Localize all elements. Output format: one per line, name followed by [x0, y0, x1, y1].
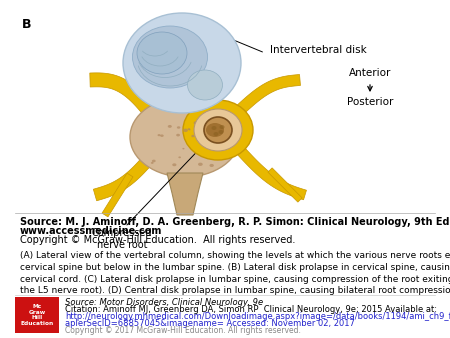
Bar: [15, 297, 59, 333]
Text: Source: Motor Disorders, Clinical Neurology, 9e: Source: Motor Disorders, Clinical Neurol…: [65, 298, 263, 307]
Ellipse shape: [203, 131, 205, 132]
Ellipse shape: [183, 128, 188, 132]
PathPatch shape: [102, 173, 133, 217]
Ellipse shape: [212, 126, 216, 130]
Ellipse shape: [158, 134, 161, 136]
PathPatch shape: [236, 74, 301, 114]
Ellipse shape: [172, 163, 176, 166]
Ellipse shape: [219, 130, 224, 134]
Ellipse shape: [178, 156, 181, 158]
Ellipse shape: [206, 123, 224, 137]
Ellipse shape: [191, 135, 195, 137]
Ellipse shape: [189, 129, 191, 130]
Text: aplerSecID=68857045&imagename= Accessed: November 02, 2017: aplerSecID=68857045&imagename= Accessed:…: [65, 319, 355, 328]
PathPatch shape: [93, 141, 165, 201]
Ellipse shape: [188, 70, 222, 100]
Ellipse shape: [220, 125, 225, 129]
Ellipse shape: [176, 134, 180, 137]
Ellipse shape: [188, 128, 190, 130]
Ellipse shape: [198, 163, 203, 166]
Ellipse shape: [209, 164, 214, 167]
Ellipse shape: [152, 160, 156, 162]
Text: Compressed
nerve root: Compressed nerve root: [92, 228, 152, 249]
PathPatch shape: [90, 73, 166, 129]
Ellipse shape: [132, 26, 207, 88]
Text: Mc
Graw
Hill
Education: Mc Graw Hill Education: [20, 305, 54, 325]
Text: Anterior: Anterior: [349, 68, 391, 78]
Text: Copyright © McGraw-Hill Education.  All rights reserved.: Copyright © McGraw-Hill Education. All r…: [20, 235, 295, 245]
Ellipse shape: [213, 132, 219, 136]
Text: http://neurology.mhmedical.com/Downloadimage.aspx?image=/data/books/1194/ami_ch9: http://neurology.mhmedical.com/Downloadi…: [65, 312, 450, 321]
Ellipse shape: [123, 13, 241, 113]
Ellipse shape: [194, 121, 198, 125]
Ellipse shape: [182, 148, 184, 149]
PathPatch shape: [268, 168, 302, 202]
Text: www.accessmedicine.com: www.accessmedicine.com: [20, 226, 162, 236]
Text: Posterior: Posterior: [347, 97, 393, 107]
Ellipse shape: [137, 32, 187, 74]
Ellipse shape: [177, 126, 180, 129]
Text: (A) Lateral view of the vertebral column, showing the levels at which the variou: (A) Lateral view of the vertebral column…: [20, 251, 450, 295]
Text: Copyright © 2017 McGraw-Hill Education. All rights reserved.: Copyright © 2017 McGraw-Hill Education. …: [65, 326, 301, 335]
Ellipse shape: [194, 109, 242, 151]
Text: Source: M. J. Aminoff, D. A. Greenberg, R. P. Simon: Clinical Neurology, 9th Edi: Source: M. J. Aminoff, D. A. Greenberg, …: [20, 217, 450, 227]
Ellipse shape: [151, 162, 153, 164]
PathPatch shape: [236, 147, 306, 200]
Text: Intervertebral disk: Intervertebral disk: [270, 45, 367, 55]
Ellipse shape: [204, 117, 232, 143]
Polygon shape: [167, 173, 203, 215]
Text: Citation: Aminoff MJ, Greenberg DA, Simon RP  Clinical Neurology, 9e; 2015 Avail: Citation: Aminoff MJ, Greenberg DA, Simo…: [65, 305, 437, 314]
Ellipse shape: [130, 97, 240, 177]
Ellipse shape: [168, 125, 172, 128]
Ellipse shape: [160, 135, 164, 137]
Ellipse shape: [183, 100, 253, 160]
Text: B: B: [22, 18, 32, 31]
